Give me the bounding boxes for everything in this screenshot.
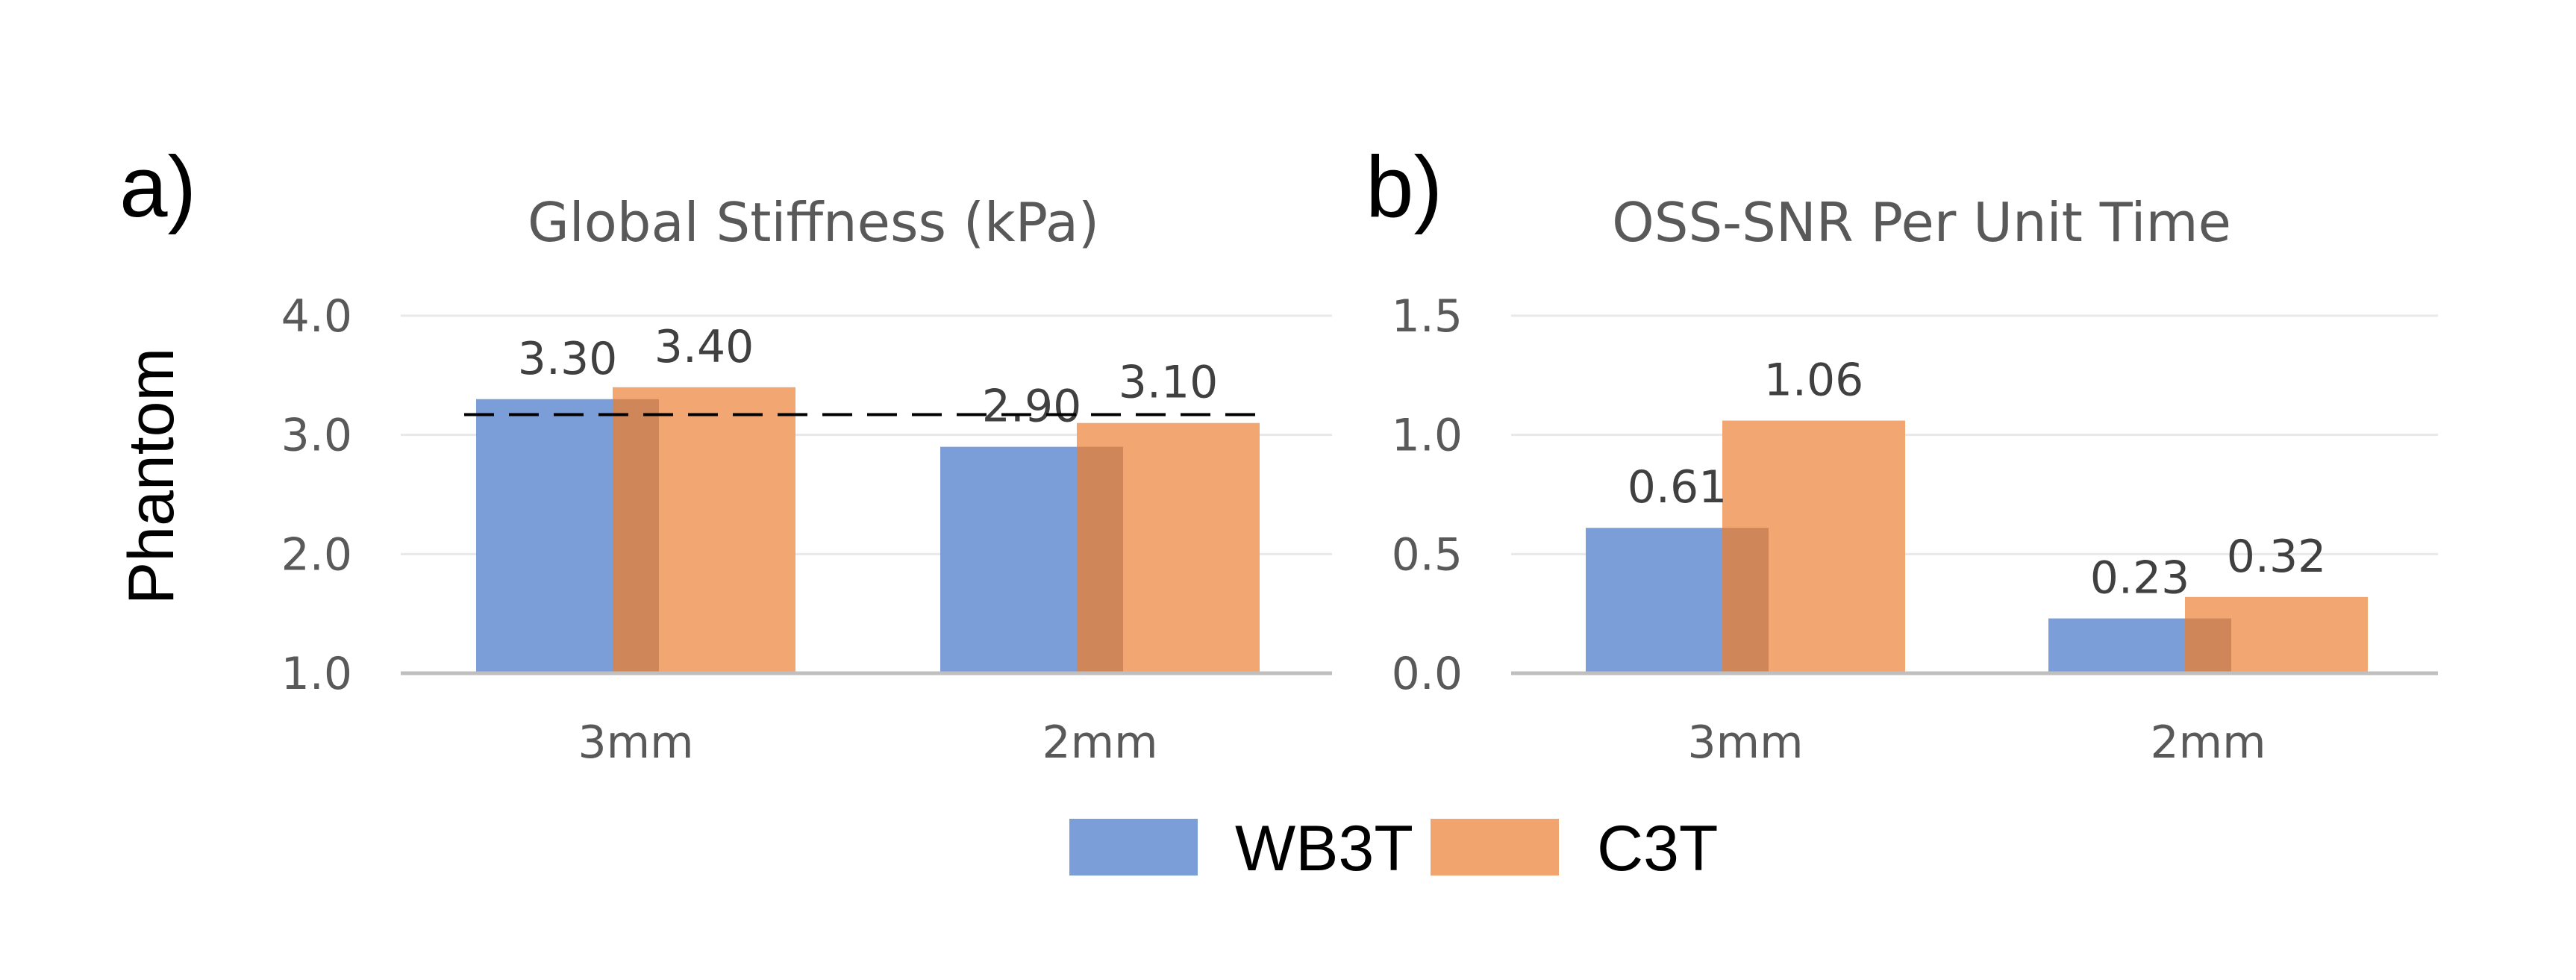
bar-c3t-3mm xyxy=(613,387,795,673)
y-tick-label: 0.5 xyxy=(1392,528,1463,581)
legend: WB3T C3T xyxy=(1069,813,1718,884)
data-label: 3.30 xyxy=(518,333,618,385)
legend-label-c3t: C3T xyxy=(1597,813,1718,884)
panel-b-data-labels: 0.61 0.23 1.06 0.32 xyxy=(1628,355,2327,605)
panel-b-letter: b) xyxy=(1366,138,1442,235)
legend-swatch-c3t xyxy=(1431,819,1559,876)
y-tick-label: 3.0 xyxy=(281,410,352,462)
data-label: 3.10 xyxy=(1119,357,1219,409)
panel-a-data-labels: 3.30 2.90 3.40 3.10 xyxy=(518,321,1219,433)
panel-a-chart: a) Global Stiffness (kPa) 3.302.903.403.… xyxy=(119,138,1332,769)
y-tick-label: 1.5 xyxy=(1392,290,1463,343)
panel-a-axes: 1.0 2.0 3.0 4.0 3mm 2mm xyxy=(281,290,1332,769)
bar-overlap-2mm xyxy=(1077,446,1123,673)
bar-c3t-2mm xyxy=(1077,422,1260,673)
data-label: 0.32 xyxy=(2227,531,2327,583)
bar-overlap-3mm xyxy=(613,399,659,673)
bar-c3t-2mm xyxy=(2185,596,2368,673)
data-label: 3.40 xyxy=(654,321,754,373)
panel-a-letter: a) xyxy=(119,138,196,235)
data-label: 2.90 xyxy=(982,381,1082,433)
bar-overlap-2mm xyxy=(2185,618,2231,673)
x-tick-label: 2mm xyxy=(1042,717,1157,769)
data-label: 0.23 xyxy=(2090,552,2190,605)
y-tick-label: 2.0 xyxy=(281,528,352,581)
data-label: 0.61 xyxy=(1628,461,1728,514)
panel-b-chart: b) OSS-SNR Per Unit Time 0.61 0.23 1.06 0.3… xyxy=(1366,138,2438,769)
y-tick-label: 1.0 xyxy=(281,648,352,700)
y-tick-label: 4.0 xyxy=(281,290,352,343)
panel-b-bars xyxy=(1586,420,2368,673)
bar-c3t-3mm xyxy=(1722,420,1905,673)
legend-label-wb3t: WB3T xyxy=(1235,813,1413,884)
x-tick-label: 3mm xyxy=(578,717,693,769)
row-label: Phantom xyxy=(116,348,187,605)
panel-a-bars xyxy=(476,387,1260,673)
y-tick-label: 0.0 xyxy=(1392,648,1463,700)
data-label: 1.06 xyxy=(1764,355,1864,407)
y-tick-label: 1.0 xyxy=(1392,410,1463,462)
bar-overlap-3mm xyxy=(1722,528,1769,673)
panel-b-title: OSS-SNR Per Unit Time xyxy=(1612,191,2231,254)
panel-b-axes: 0.0 0.5 1.0 1.5 3mm 2mm xyxy=(1392,290,2438,769)
panel-a-title: Global Stiffness (kPa) xyxy=(528,191,1099,254)
x-tick-label: 2mm xyxy=(2150,717,2266,769)
panel-b-gridlines xyxy=(1511,314,2438,555)
x-tick-label: 3mm xyxy=(1687,717,1803,769)
legend-swatch-wb3t xyxy=(1069,819,1198,876)
